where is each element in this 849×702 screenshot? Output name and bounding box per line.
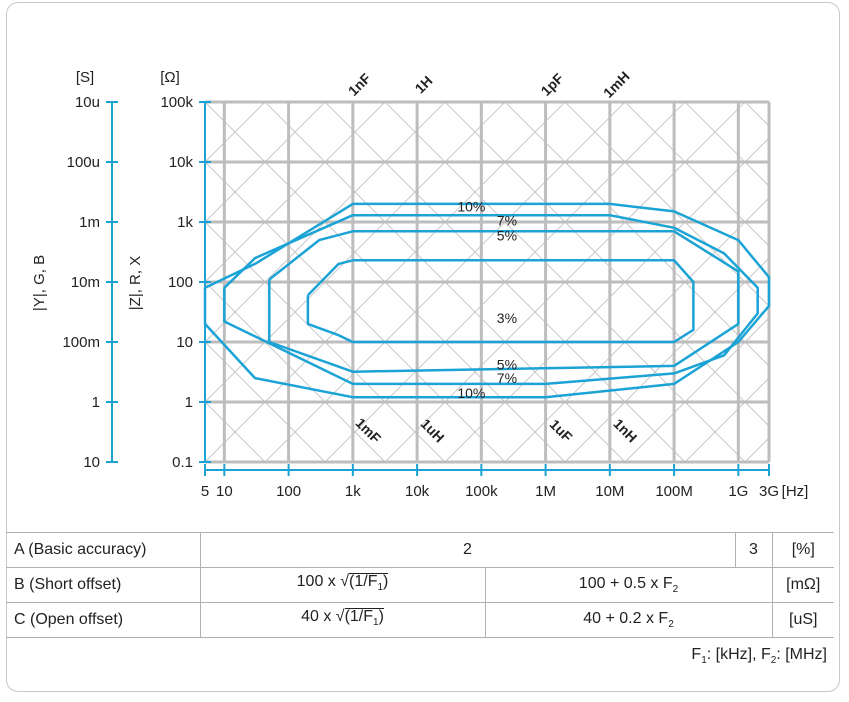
- y-tick-label-right: 10: [176, 334, 193, 351]
- table-row: B (Short offset) 100 x √(1/F1) 100 + 0.5…: [6, 567, 834, 603]
- diagonal-label-top: 1pF: [538, 70, 567, 99]
- contour-label: 7%: [497, 213, 517, 229]
- open-offset-high: 40 + 0.2 x F2: [484, 602, 773, 638]
- contour-label: 7%: [497, 370, 517, 386]
- admittance-unit: [S]: [76, 69, 94, 86]
- impedance-unit: [Ω]: [160, 69, 180, 86]
- frequency-unit: [Hz]: [782, 483, 809, 500]
- y-tick-label-right: 0.1: [172, 454, 193, 471]
- y-tick-label-right: 10k: [169, 154, 194, 171]
- basic-accuracy-high-value: 3: [734, 532, 773, 568]
- y-tick-label-right: 1: [185, 394, 193, 411]
- plot-grid: [0, 100, 849, 464]
- accuracy-contours: [203, 202, 771, 399]
- y-tick-label-left: 10m: [71, 274, 100, 291]
- hatch-line: [805, 102, 849, 462]
- formula-sqrt: (1/F1): [344, 608, 384, 631]
- hatch-line: [0, 102, 25, 462]
- y-tick-label-left: 100u: [67, 154, 100, 171]
- y-tick-label-left: 1: [92, 394, 100, 411]
- x-tick-label: 1k: [345, 483, 361, 500]
- formula-sqrt: (1/F1): [349, 573, 389, 596]
- hatch-line: [805, 102, 849, 462]
- table-row: C (Open offset) 40 x √(1/F1) 40 + 0.2 x …: [6, 602, 834, 638]
- open-offset-low: 40 x √(1/F1): [199, 602, 486, 638]
- diagonal-label-top: 1nF: [345, 70, 374, 99]
- x-tick-label: 100M: [655, 483, 693, 500]
- row-unit: [uS]: [771, 602, 834, 638]
- y-tick-label-left: 10u: [75, 94, 100, 111]
- contour-label: 10%: [457, 385, 485, 401]
- y-tick-label-left: 10: [83, 454, 100, 471]
- x-tick-label: 10: [216, 483, 233, 500]
- formula-prefix: 40 x: [301, 608, 336, 626]
- contour-label: 5%: [497, 227, 517, 243]
- row-unit: [mΩ]: [771, 567, 834, 603]
- hatch-line: [0, 102, 25, 462]
- x-tick-label: 100k: [465, 483, 498, 500]
- x-tick-label: 10M: [595, 483, 624, 500]
- contour-5pct: [268, 230, 740, 373]
- contour-label: 5%: [497, 357, 517, 373]
- x-tick-label: 3G: [759, 483, 779, 500]
- table-row: A (Basic accuracy) 2 3 [%]: [6, 532, 834, 568]
- x-tick-label: 1M: [535, 483, 556, 500]
- row-unit: [%]: [771, 532, 834, 568]
- contour-7pct: [223, 213, 759, 386]
- units-footnote: F1: [kHz], F2: [MHz]: [691, 646, 827, 667]
- plot-axes: [106, 101, 770, 476]
- formula-prefix: 100 x: [296, 573, 341, 591]
- diagonal-label-top: 1H: [412, 72, 436, 96]
- row-label: C (Open offset): [6, 602, 201, 638]
- y-tick-label-right: 1k: [177, 214, 193, 231]
- x-tick-label: 1G: [728, 483, 748, 500]
- contour-label: 3%: [497, 310, 517, 326]
- y-tick-label-right: 100: [168, 274, 193, 291]
- row-label: B (Short offset): [6, 567, 201, 603]
- basic-accuracy-value: 2: [199, 532, 736, 568]
- y-tick-label-right: 100k: [160, 94, 193, 111]
- accuracy-chart: 10u 100u 1m 10m 100m 1 10 100k 10k 1k 100 10 1 0.1 5 10…: [0, 68, 849, 500]
- y-tick-label-left: 1m: [79, 214, 100, 231]
- contour-3pct: [306, 259, 695, 344]
- contour-10pct: [203, 202, 771, 399]
- x-tick-label: 5: [201, 483, 209, 500]
- impedance-axis-title: |Z|, R, X: [127, 256, 144, 310]
- y-tick-label-left: 100m: [62, 334, 100, 351]
- contour-label: 10%: [457, 199, 485, 215]
- short-offset-high: 100 + 0.5 x F2: [484, 567, 773, 603]
- x-tick-label: 100: [276, 483, 301, 500]
- x-tick-label: 10k: [405, 483, 430, 500]
- short-offset-low: 100 x √(1/F1): [199, 567, 486, 603]
- accuracy-table: A (Basic accuracy) 2 3 [%] B (Short offs…: [6, 532, 834, 638]
- row-label: A (Basic accuracy): [6, 532, 201, 568]
- diagonal-label-top: 1mH: [600, 68, 633, 101]
- admittance-axis-title: |Y|, G, B: [31, 255, 48, 311]
